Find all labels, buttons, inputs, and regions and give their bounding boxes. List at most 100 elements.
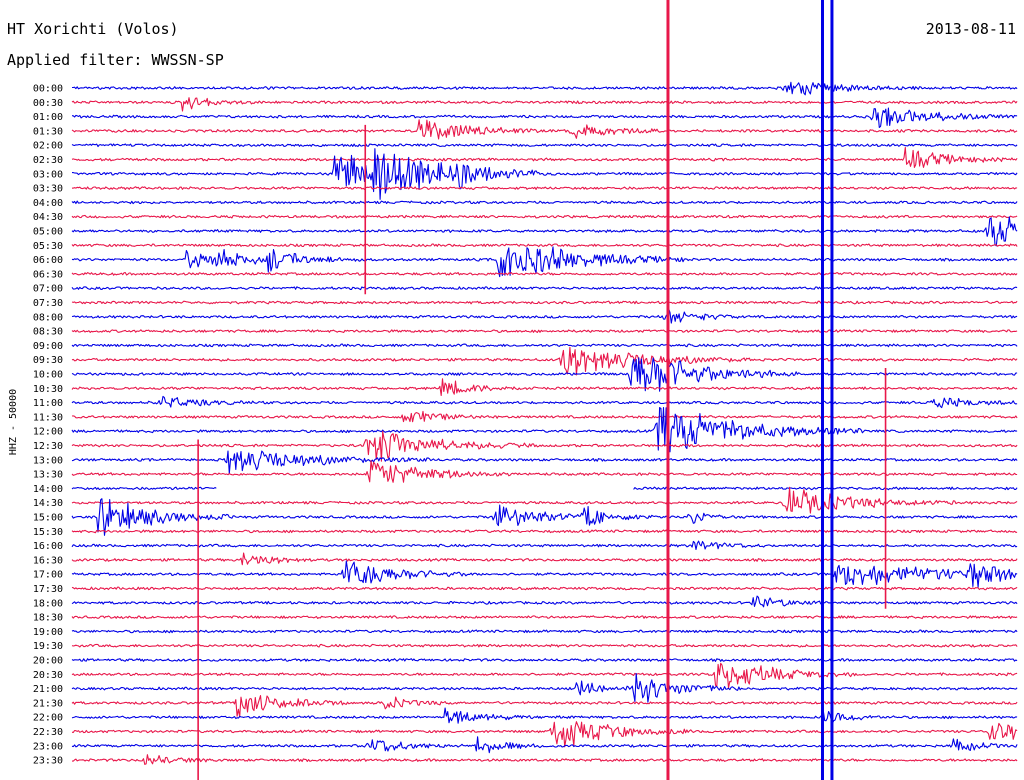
trace-row-1130 [71,410,1018,423]
trace-row-0930 [71,346,1018,376]
row-label-2330: 23:30 [33,756,63,767]
filter-label: Applied filter: WWSSN-SP [7,51,224,69]
trace-row-1200 [71,406,1018,453]
channel-label: HHZ - 50000 [8,389,19,455]
row-label-0300: 03:00 [33,169,63,180]
trace-row-1030 [71,378,1018,397]
trace-row-0100 [71,107,1018,129]
trace-row-1700 [71,560,1018,588]
trace-row-1430 [71,486,1018,514]
trace-row-0300 [72,148,1018,200]
row-label-1800: 18:00 [33,598,63,609]
row-label-0830: 08:30 [33,327,63,338]
trace-row-0430 [71,214,1018,219]
trace-row-0600 [71,246,1018,278]
trace-row-0500 [71,216,1018,247]
trace-row-0200 [71,143,1018,148]
row-label-2030: 20:30 [33,670,63,681]
row-label-1900: 19:00 [33,627,63,638]
row-label-0200: 02:00 [33,141,63,152]
trace-row-0130 [71,119,1018,140]
row-label-1400: 14:00 [33,484,63,495]
trace-row-1900 [71,629,1018,634]
row-label-1000: 10:00 [33,370,63,381]
row-label-0930: 09:30 [33,355,63,366]
row-label-1930: 19:30 [33,641,63,652]
row-label-0100: 01:00 [33,112,63,123]
row-label-0330: 03:30 [33,184,63,195]
trace-row-0230 [71,146,1018,168]
trace-row-2330 [72,754,1018,765]
trace-row-1830 [71,615,1018,620]
row-label-0430: 04:30 [33,212,63,223]
row-label-1030: 10:30 [33,384,63,395]
row-label-0730: 07:30 [33,298,63,309]
trace-row-1300 [71,450,1018,475]
row-label-0900: 09:00 [33,341,63,352]
trace-row-2030 [71,662,1018,689]
trace-row-2100 [71,673,1018,703]
row-label-0530: 05:30 [33,241,63,252]
row-label-1500: 15:00 [33,513,63,524]
trace-row-2230 [71,721,1018,748]
row-label-1200: 12:00 [33,427,63,438]
trace-layer [71,81,1018,765]
row-label-0500: 05:00 [33,227,63,238]
row-label-1130: 11:30 [33,412,63,423]
row-label-1530: 15:30 [33,527,63,538]
row-label-0130: 01:30 [33,126,63,137]
station-title: HT Xorichti (Volos) [7,20,179,38]
row-label-0630: 06:30 [33,269,63,280]
row-label-2300: 23:00 [33,741,63,752]
trace-row-2130 [71,695,1018,718]
trace-row-1930 [71,643,1018,648]
row-label-2000: 20:00 [33,656,63,667]
row-label-0000: 00:00 [33,84,63,95]
row-label-layer: 00:00 00:30 01:00 01:30 02:00 02:30 03:00 03:30… [33,84,63,767]
row-label-1330: 13:30 [33,470,63,481]
trace-row-1630 [71,552,1018,566]
row-label-0800: 08:00 [33,312,63,323]
row-label-1100: 11:00 [33,398,63,409]
trace-row-2300 [71,736,1018,754]
trace-row-1500 [71,498,1018,536]
row-label-0400: 04:00 [33,198,63,209]
trace-row-0530 [71,243,1018,248]
row-label-1430: 14:30 [33,498,63,509]
row-label-1700: 17:00 [33,570,63,581]
row-label-2230: 22:30 [33,727,63,738]
trace-row-1530 [71,529,1018,534]
trace-row-0900 [71,343,1018,348]
row-label-1600: 16:00 [33,541,63,552]
trace-row-2200 [71,707,1018,724]
trace-row-0000 [72,81,1018,96]
trace-row-1730 [71,586,1018,591]
trace-row-1230 [71,430,1018,462]
row-label-1230: 12:30 [33,441,63,452]
trace-row-1330 [71,460,1018,483]
row-label-1630: 16:30 [33,555,63,566]
trace-row-0700 [71,286,1018,291]
trace-row-0830 [71,329,1018,334]
row-label-2100: 21:00 [33,684,63,695]
row-label-0030: 00:30 [33,98,63,109]
row-label-2130: 21:30 [33,698,63,709]
row-label-0230: 02:30 [33,155,63,166]
spike-layer [197,0,887,780]
trace-row-2000 [71,658,1018,662]
trace-row-0730 [71,300,1018,305]
trace-row-0630 [71,271,1018,276]
trace-row-1000 [71,357,1018,392]
trace-row-0030 [71,97,1018,112]
trace-row-0800 [71,308,1018,324]
trace-row-1400 [71,486,1018,491]
trace-row-0400 [71,200,1018,205]
row-label-0600: 06:00 [33,255,63,266]
trace-row-0330 [71,186,1018,190]
row-label-1730: 17:30 [33,584,63,595]
row-label-1300: 13:00 [33,455,63,466]
row-label-2200: 22:00 [33,713,63,724]
trace-row-1800 [71,595,1018,608]
row-label-1830: 18:30 [33,613,63,624]
